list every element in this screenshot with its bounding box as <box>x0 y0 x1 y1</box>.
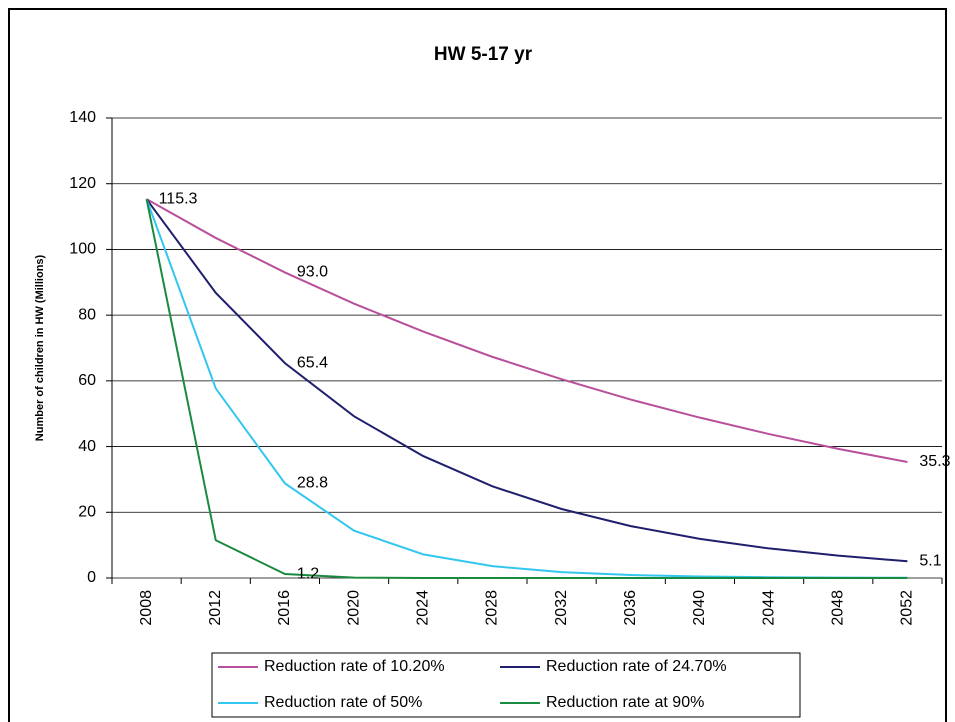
series-line <box>146 198 908 463</box>
legend-label: Reduction rate at 90% <box>546 694 704 711</box>
x-tick-label: 2020 <box>345 590 362 626</box>
x-tick-label: 2036 <box>622 590 639 626</box>
x-tick-label: 2052 <box>899 590 916 626</box>
series-line <box>145 198 908 563</box>
y-tick-label: 100 <box>69 241 96 258</box>
x-tick-label: 2048 <box>829 590 846 626</box>
legend-label: Reduction rate of 50% <box>264 694 422 711</box>
y-axis-label: Number of children in HW (Millions) <box>34 254 46 441</box>
legend-label: Reduction rate of 10.20% <box>264 658 445 675</box>
x-tick-label: 2032 <box>553 590 570 626</box>
y-tick-label: 80 <box>78 306 96 323</box>
x-tick-label: 2008 <box>138 590 155 626</box>
x-tick-label: 2024 <box>414 590 431 626</box>
data-label: 93.0 <box>297 264 328 281</box>
y-tick-label: 60 <box>78 372 96 389</box>
x-tick-label: 2044 <box>760 590 777 626</box>
y-tick-label: 40 <box>78 438 96 455</box>
series-line <box>145 198 908 579</box>
x-tick-label: 2028 <box>484 590 501 626</box>
data-label: 28.8 <box>297 475 328 492</box>
chart-title: HW 5-17 yr <box>434 44 533 65</box>
y-tick-label: 140 <box>69 109 96 126</box>
legend-label: Reduction rate of 24.70% <box>546 658 727 675</box>
legend <box>211 652 801 718</box>
data-label: 5.1 <box>919 552 941 569</box>
x-tick-label: 2040 <box>691 590 708 626</box>
data-label: 1.2 <box>297 565 319 582</box>
x-tick-label: 2016 <box>276 590 293 626</box>
y-tick-label: 0 <box>87 569 96 586</box>
data-label: 115.3 <box>159 190 198 207</box>
data-label: 65.4 <box>297 354 328 371</box>
x-tick-label: 2012 <box>207 590 224 626</box>
data-label: 35.3 <box>919 453 950 470</box>
y-tick-label: 20 <box>78 504 96 521</box>
y-tick-label: 120 <box>69 175 96 192</box>
chart-frame <box>8 8 947 722</box>
